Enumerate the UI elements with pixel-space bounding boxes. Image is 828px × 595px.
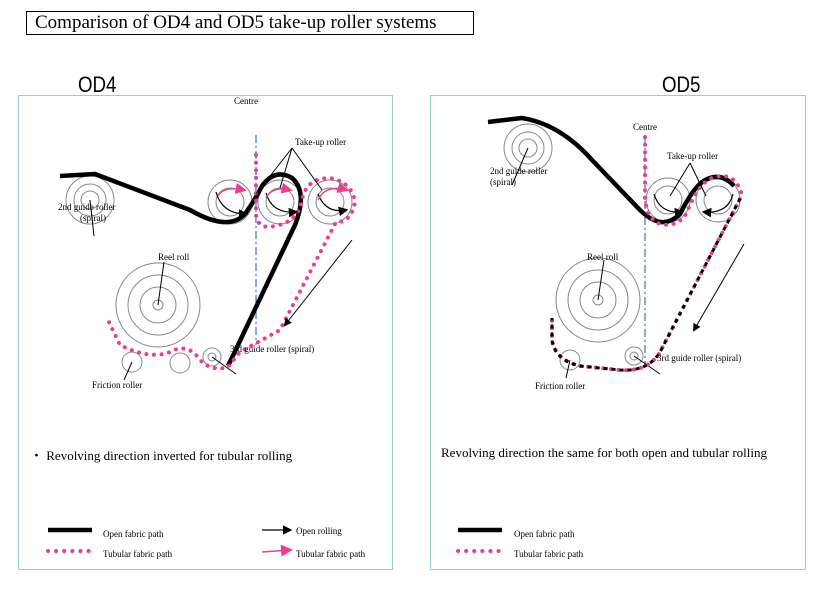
od5-panel — [430, 95, 806, 570]
od5-rotation-arrow — [701, 193, 734, 218]
od5-guide2-label: 2nd guide roller — [490, 166, 548, 176]
od4-label: OD4 — [78, 72, 117, 97]
od5-diagram: Centre Take-up roller — [487, 115, 745, 391]
od5-reel-roll-label: Reel roll — [587, 252, 619, 262]
page-title: Comparison of OD4 and OD5 take-up roller… — [26, 11, 474, 35]
od4-guide2-sub-label: (spiral) — [80, 213, 106, 223]
od4-guide3-label: 3rd guide roller (spiral) — [230, 344, 314, 354]
od5-centre-label: Centre — [633, 122, 657, 132]
od5-friction-roller — [559, 349, 581, 379]
od5-tubular-fabric-path — [550, 135, 745, 373]
od5-guide2-sub-label: (spiral) — [490, 177, 516, 187]
od4-note: ・ Revolving direction inverted for tubul… — [30, 448, 293, 463]
od4-friction-roller — [121, 351, 143, 381]
od5-legend — [456, 527, 506, 553]
od4-take-up-label: Take-up roller — [295, 137, 346, 147]
od5-open-fabric-path-lower — [550, 194, 744, 372]
od5-open-fabric-path — [487, 115, 736, 225]
od5-label: OD5 — [662, 72, 701, 97]
od4-legend — [46, 525, 293, 557]
od4-rotation-arrow-open — [215, 191, 249, 219]
od4-rotation-arrow-open — [317, 193, 349, 217]
od5-guide-roller-2 — [503, 123, 553, 186]
od4-rotation-arrow-tubular — [217, 182, 247, 197]
od4-legend-tubular-rolling-label: Tubular fabric path — [296, 549, 366, 559]
od5-reel-roll — [555, 257, 641, 343]
od5-direction-arrow — [692, 243, 745, 332]
od4-centre-label: Centre — [234, 96, 258, 106]
od4-direction-arrow — [283, 239, 353, 327]
od5-take-up-roller-left — [645, 177, 691, 223]
od4-take-up-leaders — [255, 147, 323, 195]
od4-reel-roll — [115, 261, 201, 348]
od4-rotation-arrow-tubular — [265, 182, 293, 199]
od4-legend-open-label: Open fabric path — [103, 529, 164, 539]
od5-guide3-label: 3rd guide roller (spiral) — [657, 353, 741, 363]
od5-legend-open-label: Open fabric path — [514, 529, 575, 539]
od4-panel — [18, 95, 393, 570]
od4-rotation-arrow-tubular — [317, 182, 349, 201]
od4-guide2-label: 2nd guide roller — [58, 202, 116, 212]
od5-friction-label: Friction roller — [535, 381, 585, 391]
od4-take-up-roller-right — [307, 179, 353, 225]
od5-legend-tubular-label: Tubular fabric path — [514, 549, 584, 559]
od4-take-up-roller-left — [207, 179, 253, 225]
od5-take-up-label: Take-up roller — [667, 151, 718, 161]
od5-rotation-arrow — [653, 193, 685, 218]
od4-legend-tubular-label: Tubular fabric path — [103, 549, 173, 559]
od4-guide-roller-3 — [169, 347, 237, 375]
od4-friction-label: Friction roller — [92, 380, 142, 390]
od4-legend-open-rolling-label: Open rolling — [296, 526, 342, 536]
od4-legend-tubular-rolling-arrow — [261, 544, 293, 557]
od4-tubular-fabric-path — [106, 153, 358, 371]
od5-note: Revolving direction the same for both op… — [441, 445, 768, 460]
od4-reel-roll-label: Reel roll — [158, 252, 190, 262]
od5-take-up-leaders — [669, 162, 707, 197]
od4-diagram: Centre — [58, 96, 358, 390]
